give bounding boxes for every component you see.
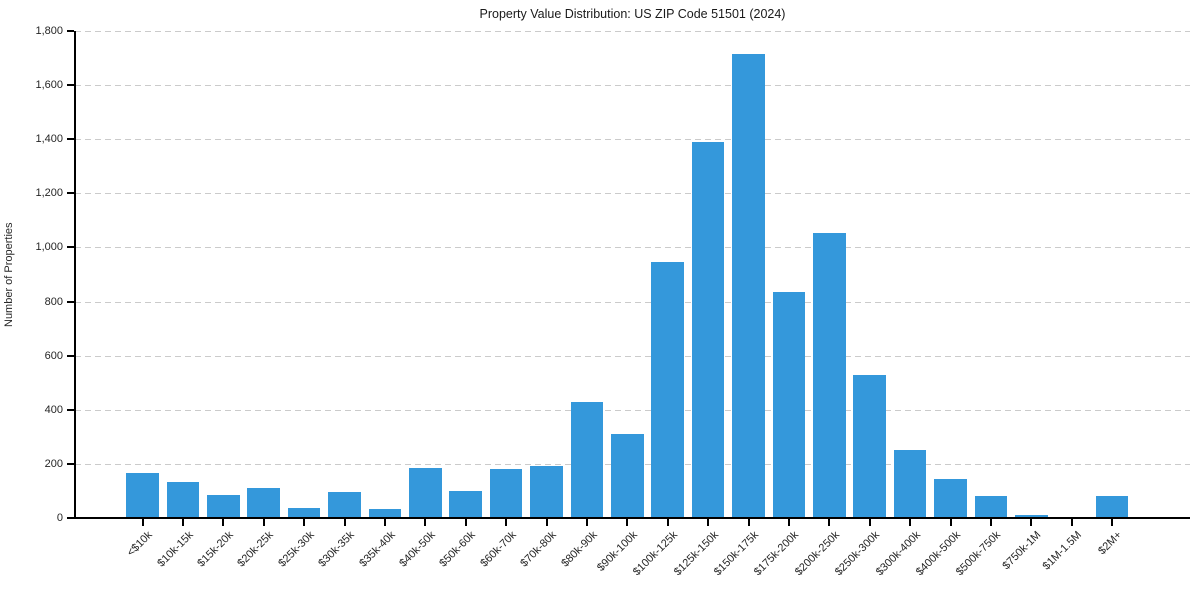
gridline bbox=[75, 193, 1190, 195]
bar bbox=[772, 292, 806, 518]
bar bbox=[530, 466, 563, 518]
bar bbox=[287, 507, 321, 518]
x-tick-label: $30k-35k bbox=[316, 529, 357, 570]
bar bbox=[207, 495, 240, 518]
x-axis-tick bbox=[666, 519, 669, 526]
y-axis-tick bbox=[67, 246, 74, 249]
bar bbox=[570, 401, 604, 518]
x-tick-label: $10k-15k bbox=[154, 529, 196, 570]
y-axis-tick bbox=[67, 408, 74, 411]
x-axis-tick bbox=[1070, 519, 1073, 526]
x-tick-label: $60k-70k bbox=[478, 529, 519, 570]
x-tick-label: $750k-1M bbox=[1000, 529, 1044, 573]
x-tick-label: $15k-20k bbox=[195, 529, 236, 570]
x-axis-tick bbox=[585, 519, 588, 526]
gridline bbox=[75, 301, 1190, 303]
y-tick-label: 1,600 bbox=[35, 79, 63, 92]
x-tick-label: $35k-40k bbox=[356, 529, 398, 570]
gridline bbox=[75, 139, 1190, 141]
x-axis-tick bbox=[424, 519, 427, 526]
gridline bbox=[75, 355, 1190, 357]
bar bbox=[813, 233, 846, 518]
x-axis-tick bbox=[626, 519, 629, 526]
y-axis-label: Number of Properties bbox=[3, 222, 15, 327]
chart-title: Property Value Distribution: US ZIP Code… bbox=[479, 7, 786, 21]
x-axis-tick bbox=[909, 519, 912, 526]
bar bbox=[974, 495, 1008, 518]
bar bbox=[409, 467, 442, 518]
y-axis-tick bbox=[67, 30, 74, 32]
y-axis-tick bbox=[67, 462, 74, 465]
x-axis-tick bbox=[222, 519, 225, 526]
bar bbox=[247, 487, 280, 518]
y-tick-label: 1,400 bbox=[35, 133, 63, 146]
x-axis-tick bbox=[262, 519, 265, 526]
x-axis-tick bbox=[868, 519, 871, 526]
bar bbox=[368, 508, 402, 518]
bar bbox=[1095, 496, 1129, 518]
x-axis-tick bbox=[545, 519, 548, 526]
y-tick-label: 600 bbox=[44, 349, 63, 362]
bar bbox=[449, 490, 482, 518]
bar bbox=[893, 450, 927, 518]
x-axis-tick bbox=[505, 519, 508, 526]
x-tick-label: $40k-50k bbox=[397, 529, 438, 570]
x-axis-tick bbox=[787, 519, 790, 526]
bar bbox=[1015, 514, 1048, 518]
bar bbox=[853, 374, 886, 518]
x-axis-line bbox=[74, 517, 1190, 519]
bar bbox=[732, 54, 765, 518]
x-axis-tick bbox=[747, 519, 750, 526]
bar bbox=[691, 141, 725, 518]
x-tick-label: <$10k bbox=[125, 529, 155, 559]
y-tick-label: 400 bbox=[44, 403, 63, 416]
y-tick-label: 1,000 bbox=[35, 241, 63, 254]
x-tick-label: $1M-1.5M bbox=[1040, 529, 1085, 573]
bar bbox=[651, 262, 684, 518]
y-axis-tick bbox=[67, 517, 74, 519]
y-axis-line bbox=[74, 31, 76, 519]
gridline bbox=[75, 31, 1190, 32]
x-tick-label: $70k-80k bbox=[518, 529, 559, 570]
x-axis-tick bbox=[1111, 519, 1114, 526]
gridline bbox=[75, 409, 1190, 411]
bar bbox=[934, 478, 967, 518]
x-axis-tick bbox=[303, 519, 306, 526]
bar bbox=[611, 433, 644, 518]
bar bbox=[489, 469, 523, 518]
plot-area bbox=[75, 31, 1190, 518]
x-tick-label: $25k-30k bbox=[276, 529, 317, 570]
gridline bbox=[75, 85, 1190, 87]
y-axis-tick bbox=[67, 84, 74, 87]
y-axis-tick bbox=[67, 192, 74, 195]
bar bbox=[328, 492, 361, 518]
y-tick-label: 200 bbox=[44, 457, 63, 470]
x-axis-tick bbox=[383, 519, 386, 526]
x-tick-label: $50k-60k bbox=[437, 529, 479, 570]
x-axis-tick bbox=[989, 519, 992, 526]
gridline bbox=[75, 247, 1190, 249]
x-axis-tick bbox=[464, 519, 467, 526]
x-tick-label: $20k-25k bbox=[235, 529, 277, 570]
x-axis-tick bbox=[181, 519, 184, 526]
bar bbox=[126, 473, 159, 518]
y-axis-tick bbox=[67, 300, 74, 303]
x-axis-tick bbox=[949, 519, 952, 526]
bar bbox=[166, 482, 200, 518]
y-tick-label: 800 bbox=[44, 295, 63, 308]
x-tick-label: $2M+ bbox=[1096, 529, 1125, 558]
y-tick-label: 1,200 bbox=[35, 187, 63, 200]
y-axis-tick bbox=[67, 138, 74, 141]
x-axis-tick bbox=[1030, 519, 1033, 526]
x-axis-tick bbox=[828, 519, 831, 526]
y-axis-tick bbox=[67, 354, 74, 357]
x-axis-tick bbox=[707, 519, 710, 526]
y-tick-label: 1,800 bbox=[35, 25, 63, 37]
x-axis-tick bbox=[343, 519, 346, 526]
x-tick-label: $80k-90k bbox=[558, 529, 600, 570]
x-axis-tick bbox=[141, 519, 144, 526]
y-tick-label: 0 bbox=[56, 512, 63, 524]
